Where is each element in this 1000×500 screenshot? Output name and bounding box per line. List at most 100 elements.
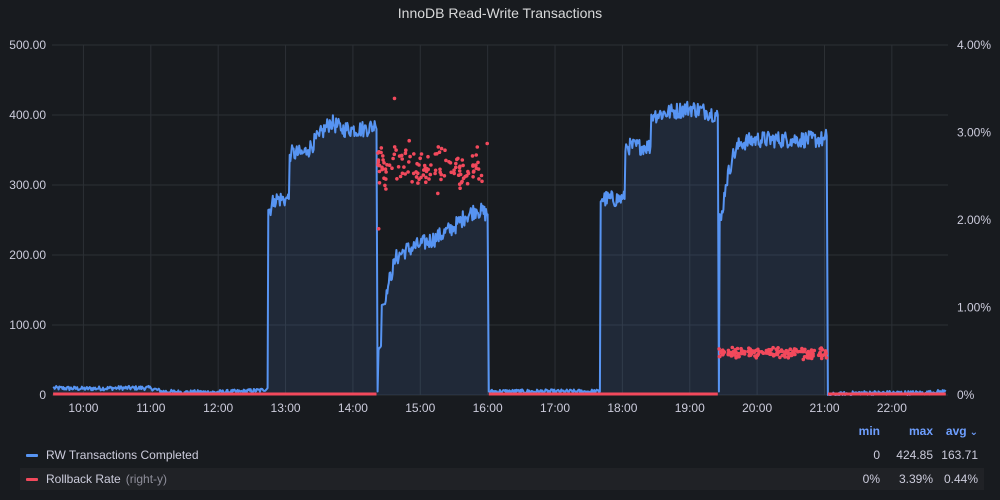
x-tick-label: 15:00 [405, 401, 435, 415]
rollback-point [474, 153, 479, 157]
x-tick-label: 14:00 [338, 401, 368, 415]
rollback-point [466, 169, 470, 174]
rollback-point [721, 352, 725, 357]
rollback-point [400, 171, 405, 176]
rollback-point [429, 163, 433, 167]
rollback-point [773, 353, 777, 357]
x-tick-label: 22:00 [877, 401, 907, 415]
rollback-point [427, 177, 431, 181]
rollback-point [463, 174, 468, 179]
rollback-point [803, 347, 807, 352]
x-tick-label: 20:00 [742, 401, 772, 415]
rollback-point [392, 96, 397, 101]
rollback-point [417, 177, 421, 182]
rollback-point [791, 351, 795, 355]
rollback-point [421, 173, 426, 177]
x-tick-label: 19:00 [675, 401, 705, 415]
rollback-point [377, 150, 381, 154]
rollback-point [726, 348, 731, 353]
rollback-point [414, 175, 419, 179]
rollback-point [474, 163, 478, 168]
y-right-tick-label: 0% [957, 388, 975, 402]
rollback-point [476, 160, 480, 165]
rollback-point [458, 186, 462, 190]
legend-min-value: 0 [873, 448, 880, 462]
rollback-point [778, 355, 782, 360]
rollback-point [438, 170, 443, 175]
rollback-point [780, 349, 785, 354]
rollback-point [734, 355, 738, 360]
rollback-point [810, 351, 815, 356]
y-right-tick-label: 4.00% [957, 38, 991, 52]
rollback-point [746, 349, 750, 354]
rollback-point [422, 163, 427, 168]
rollback-point [775, 350, 780, 355]
rollback-point [433, 168, 438, 173]
chart-plot-area[interactable]: 0 100.00 200.00 300.00 400.00 500.00 0% 1.00% 2… [0, 0, 1000, 420]
rollback-point [755, 353, 760, 358]
rollback-point [456, 156, 460, 161]
rollback-point [382, 161, 386, 165]
rollback-point [479, 173, 484, 178]
rollback-point [749, 349, 753, 353]
rollback-point [809, 348, 814, 352]
rollback-point [381, 154, 385, 158]
rollback-point [395, 177, 399, 181]
rollback-point [768, 349, 772, 354]
y-left-tick-label: 200.00 [9, 248, 46, 262]
x-tick-label: 17:00 [540, 401, 570, 415]
rollback-point [457, 165, 462, 170]
rollback-point [726, 352, 730, 357]
rollback-point [757, 349, 761, 354]
legend-header-avg[interactable]: avg ⌄ [945, 424, 978, 438]
rollback-point [383, 183, 387, 188]
legend-header-max[interactable]: max [908, 424, 933, 438]
legend-row-rollback-rate[interactable]: Rollback Rate (right-y) 0% 3.39% 0.44% [20, 468, 984, 490]
legend-min-value: 0% [862, 472, 880, 486]
rollback-point [396, 165, 401, 169]
rollback-point [377, 181, 382, 185]
legend-header: min max avg ⌄ [827, 424, 978, 442]
rollback-point [384, 170, 388, 174]
rollback-point [783, 349, 788, 354]
rollback-point [376, 160, 381, 164]
rollback-point [425, 166, 429, 171]
rollback-point [398, 174, 403, 179]
rollback-point [820, 348, 825, 352]
rollback-point [771, 345, 775, 350]
rollback-point [733, 348, 737, 352]
rollback-point [817, 351, 822, 356]
rollback-point [376, 227, 381, 231]
series-rollback-rate [53, 96, 946, 396]
rollback-point [796, 349, 800, 354]
rollback-point [442, 174, 447, 178]
rollback-point [407, 160, 411, 164]
rollback-point [443, 148, 447, 152]
y-left-tick-label: 0 [39, 388, 46, 402]
rollback-point [444, 158, 448, 163]
rollback-point [452, 168, 456, 172]
panel-title[interactable]: InnoDB Read-Write Transactions [397, 5, 603, 21]
rollback-point [439, 177, 443, 182]
rollback-point [783, 355, 787, 359]
rollback-point [802, 355, 807, 359]
rollback-point [426, 154, 430, 159]
rollback-point [391, 156, 395, 161]
rollback-point [476, 167, 481, 171]
rollback-point [412, 152, 416, 156]
rollback-point [812, 348, 817, 353]
rollback-point [394, 148, 398, 152]
rollback-point [739, 346, 743, 351]
rollback-point [428, 172, 433, 177]
rollback-point [424, 169, 429, 174]
legend-axis-hint: (right-y) [125, 472, 168, 486]
legend-header-min[interactable]: min [858, 424, 880, 438]
rollback-point [809, 356, 814, 361]
x-tick-label: 12:00 [203, 401, 233, 415]
y-axis-right: 0% 1.00% 2.00% 3.00% 4.00% [957, 38, 991, 402]
rollback-point [403, 172, 408, 176]
chevron-down-icon: ⌄ [969, 427, 978, 438]
rollback-point [761, 351, 766, 356]
rollback-point [437, 150, 442, 154]
legend-row-rw-transactions[interactable]: RW Transactions Completed 0 424.85 163.7… [20, 444, 984, 466]
